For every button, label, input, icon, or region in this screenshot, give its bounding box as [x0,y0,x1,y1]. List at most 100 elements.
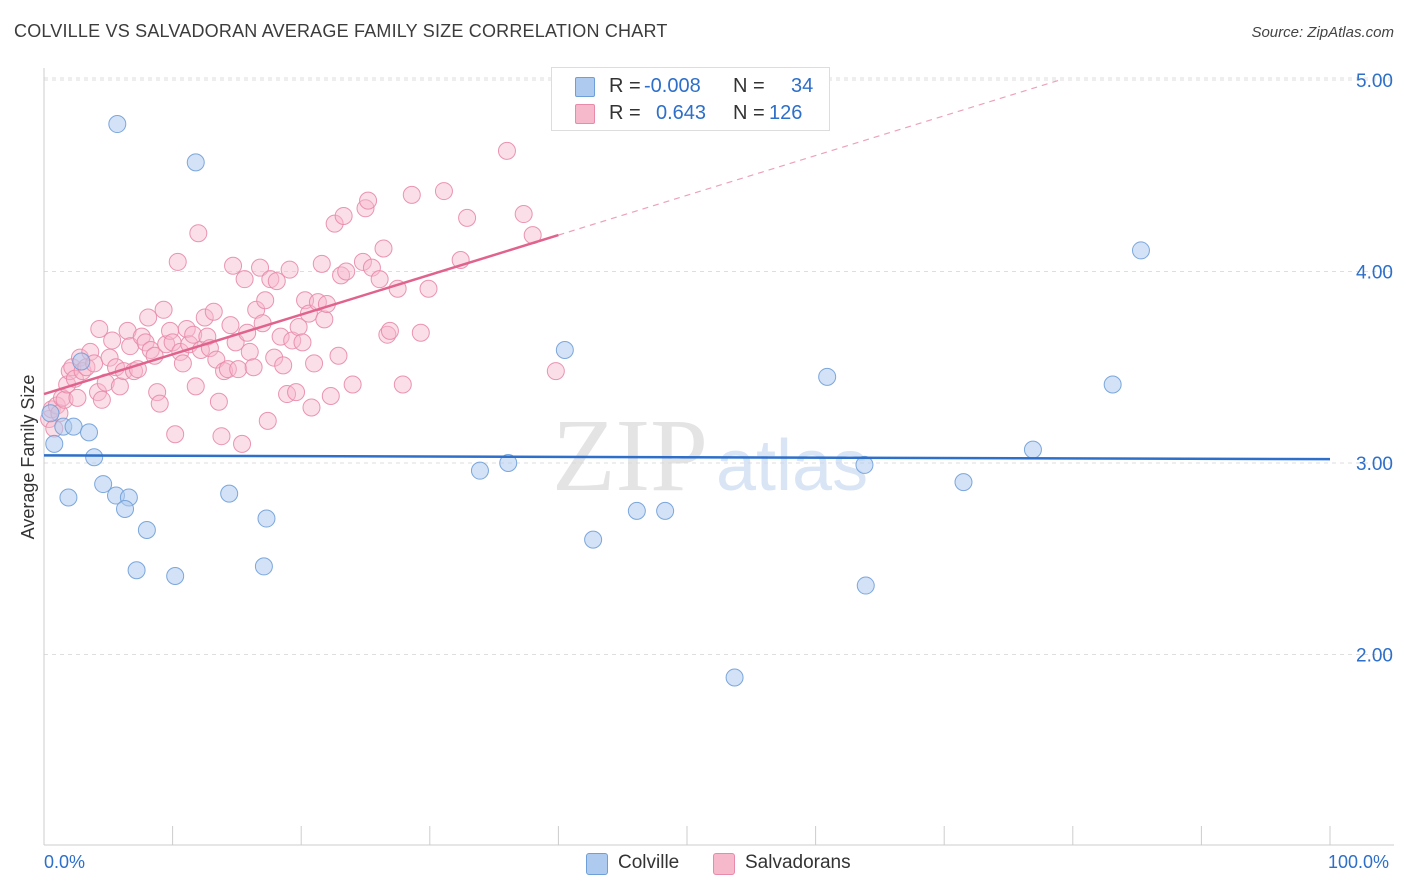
salvadorans-point [92,390,111,409]
legend-row-colville: R = -0.008 N = 34 [552,75,829,99]
salvadorans-point [458,208,477,227]
salvadorans-point [229,360,248,379]
colville-point [80,423,99,442]
colville-point [470,461,489,480]
salvadorans-point [103,331,122,350]
colville-point [818,367,837,386]
salvadorans-point [353,252,372,271]
salvadorans-point [514,205,533,224]
n-value: 126 [769,102,803,124]
chart-title: COLVILLE VS SALVADORAN AVERAGE FAMILY SI… [14,21,668,41]
salvadorans-point [497,141,516,160]
salvadorans-point [209,392,228,411]
salvadorans-points [40,141,565,453]
colville-point [94,475,113,494]
salvadorans-point [110,377,129,396]
salvadorans-point [302,398,321,417]
colville-point [166,566,185,585]
colville-point [954,473,973,492]
colville-point [1131,241,1150,260]
colville-point [108,115,127,134]
colville-point [137,521,156,540]
colville-points [41,115,1150,687]
salvadorans-point [289,318,308,337]
colville-point [59,488,78,507]
salvadorans-point [546,362,565,381]
watermark-zip: ZIP [552,398,708,513]
colville-point [555,341,574,360]
colville-point [627,501,646,520]
salvadorans-point [343,375,362,394]
salvadorans-point [198,327,217,346]
colville-point [254,557,273,576]
x-ticks [43,826,1331,845]
salvadorans-point [256,291,275,310]
salvadorans-point [411,323,430,342]
salvadorans-point [204,302,223,321]
colville-point [584,530,603,549]
r-value: 0.643 [656,102,707,124]
colville-point [220,484,239,503]
colville-trend-line [43,454,1331,461]
colville-point [72,352,91,371]
salvadorans-point [100,348,119,367]
colville-point [186,153,205,172]
salvadorans-point [315,310,334,329]
y-tick-labels: 2.00 3.00 4.00 5.00 [1356,71,1393,667]
salvadorans-point [148,383,167,402]
salvadorans-point [278,385,297,404]
salvadorans-point [321,386,340,405]
legend-row-salvadorans: R = 0.643 N = 126 [552,102,829,126]
salvadorans-swatch [575,104,595,124]
salvadorans-swatch [713,853,735,875]
trend-lines [43,79,1331,461]
salvadorans-point [240,342,259,361]
source-note: Source: ZipAtlas.com [1251,24,1394,41]
salvadorans-point [189,224,208,243]
salvadorans-point [402,185,421,204]
salvadorans-point [244,358,263,377]
salvadorans-point [218,360,237,379]
salvadorans-point [150,394,169,413]
salvadorans-point [261,270,280,289]
salvadorans-point [90,319,109,338]
salvadorans-point [280,260,299,279]
legend-label: Colville [618,852,680,873]
colville-point [41,404,60,423]
colville-swatch [575,77,595,97]
salvadorans-point [337,262,356,281]
salvadorans-point [233,434,252,453]
legend-label: Salvadorans [745,852,851,873]
salvadorans-point [184,325,203,344]
salvadorans-point [212,427,231,446]
salvadorans-point [334,206,353,225]
salvadorans-point [166,425,185,444]
salvadorans-point [380,321,399,340]
r-value: -0.008 [644,75,701,97]
salvadorans-point [258,411,277,430]
salvadorans-point [293,333,312,352]
salvadorans-point [121,337,140,356]
salvadorans-point [195,308,214,327]
salvadorans-point [329,346,348,365]
colville-point [856,576,875,595]
colville-point [855,455,874,474]
salvadorans-point [325,214,344,233]
colville-point [499,454,518,472]
colville-point [127,561,146,580]
n-label: N = [733,75,765,97]
salvadorans-point [274,356,293,375]
salvadorans-point [235,270,254,289]
n-label: N = [733,102,765,124]
stats-legend: R = -0.008 N = 34 R = 0.643 N = 126 [551,67,830,131]
r-label: R = [609,75,641,97]
salvadorans-point [312,254,331,273]
watermark: ZIP atlas [552,398,868,513]
x-tick-label-max: 100.0% [1328,852,1390,872]
salvadorans-point [393,375,412,394]
x-tick-label-min: 0.0% [44,852,86,872]
colville-point [1023,440,1042,459]
salvadorans-point [370,270,389,289]
salvadorans-trend-line [43,233,559,396]
